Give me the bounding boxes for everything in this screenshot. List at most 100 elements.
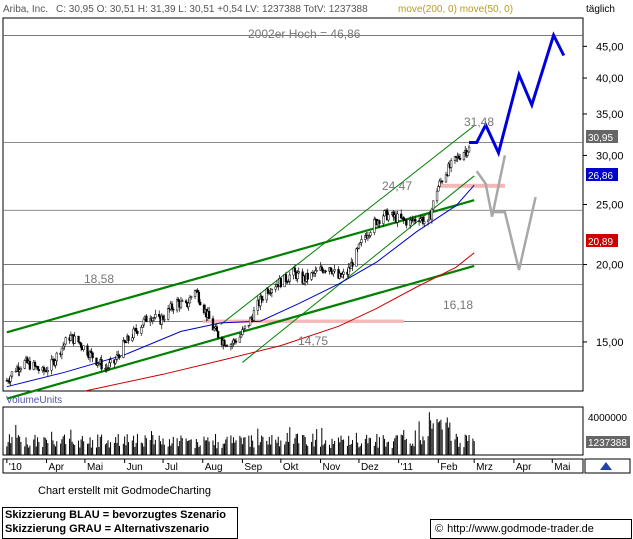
candle-body — [423, 221, 426, 224]
annotation-14-75: 14,75 — [298, 334, 328, 348]
ma50-price-label: 26,86 — [588, 171, 613, 182]
candle-body — [466, 151, 469, 156]
candle-body — [196, 290, 199, 293]
candle-body — [426, 219, 430, 222]
candle-body — [369, 232, 372, 236]
candle-body — [163, 319, 166, 321]
candle-body — [62, 345, 65, 349]
candle-body — [332, 270, 335, 275]
candle-body — [449, 160, 453, 168]
candle-body — [55, 352, 58, 362]
candle-body — [287, 280, 290, 283]
x-tick-label: '10 — [9, 462, 22, 473]
candle-body — [297, 271, 300, 274]
close-price-label: 30,95 — [588, 133, 613, 144]
x-tick-label: Okt — [283, 462, 299, 473]
candle-body — [8, 381, 11, 383]
scenario-grey-path-a — [475, 155, 507, 217]
scenario-blue-path — [469, 31, 566, 158]
candle-body — [17, 366, 20, 372]
candle-body — [315, 270, 318, 272]
candle-body — [405, 219, 408, 226]
y-tick-label: 15,00 — [596, 337, 624, 349]
candle-body — [158, 314, 161, 317]
candle-body — [438, 180, 441, 187]
candle-body — [14, 370, 17, 373]
ma200-line — [84, 252, 475, 392]
candle-body — [414, 218, 417, 222]
trend-line — [220, 125, 475, 325]
y-tick-label: 40,00 — [596, 73, 624, 85]
indicator-label: move(200, 0) move(50, 0) — [398, 4, 513, 15]
candle-body — [117, 354, 120, 356]
x-tick-label: Jul — [165, 462, 178, 473]
candle-body — [213, 328, 216, 331]
candle-body — [141, 324, 144, 328]
candle-body — [108, 362, 111, 368]
legend-grey: Skizzierung GRAU = Alternativszenario — [5, 523, 210, 535]
candle-body — [184, 300, 188, 303]
candle-body — [115, 354, 119, 360]
candle-body — [233, 339, 236, 342]
candle-body — [188, 297, 192, 304]
ma200-price-label: 20,89 — [588, 237, 613, 248]
volume-last-tag: 1237388 — [586, 436, 630, 449]
candle-body — [355, 248, 358, 267]
candle-body — [296, 272, 299, 279]
candle-body — [86, 345, 89, 356]
candle-body — [78, 341, 81, 344]
candle-body — [69, 335, 73, 341]
y-tick-label: 35,00 — [596, 109, 624, 121]
annotation-high-2002: 2002er Hoch = 46,86 — [248, 27, 361, 41]
scroll-icon[interactable] — [584, 458, 631, 474]
candle-body — [37, 369, 40, 371]
candle-body — [177, 299, 180, 302]
candle-body — [170, 303, 174, 310]
candle-body — [260, 296, 263, 300]
candle-body — [64, 337, 67, 345]
source-url[interactable]: http://www.godmode-trader.de — [447, 523, 594, 535]
candle-body — [329, 267, 332, 272]
candle-body — [33, 361, 37, 367]
candle-body — [259, 296, 262, 307]
candle-body — [265, 288, 268, 301]
candle-body — [234, 340, 238, 343]
candle-body — [26, 357, 29, 364]
candle-body — [435, 190, 439, 202]
y-tick-label: 25,00 — [596, 200, 624, 212]
candle-body — [347, 267, 350, 275]
x-tick-label: Apr — [516, 462, 532, 473]
candle-body — [457, 155, 460, 159]
candle-body — [60, 347, 64, 355]
candle-body — [288, 274, 291, 282]
candle-body — [223, 340, 226, 346]
candle-body — [9, 375, 12, 382]
candle-body — [6, 380, 10, 382]
source-link[interactable]: © http://www.godmode-trader.de — [430, 519, 632, 539]
candle-body — [444, 174, 448, 183]
candle-body — [82, 345, 85, 351]
candle-body — [356, 247, 359, 250]
candle-body — [123, 340, 126, 343]
candle-body — [396, 213, 399, 223]
candle-body — [378, 220, 381, 224]
annotation-18-58: 18,58 — [84, 272, 114, 286]
x-tick-label: Mai — [554, 462, 570, 473]
x-tick-label: Apr — [49, 462, 65, 473]
candle-body — [242, 327, 245, 330]
candle-body — [36, 366, 39, 370]
ma50-price-tag: 26,86 — [586, 168, 618, 182]
candle-body — [199, 301, 202, 306]
candle-body — [152, 317, 156, 319]
candle-body — [383, 210, 386, 217]
annotation-16-18: 16,18 — [443, 298, 473, 312]
candle-body — [252, 310, 256, 321]
candle-body — [131, 337, 134, 341]
candle-body — [225, 345, 229, 347]
candle-body — [243, 325, 247, 329]
candle-body — [179, 301, 183, 308]
candle-body — [366, 235, 370, 239]
candle-body — [382, 215, 385, 224]
candle-body — [417, 220, 421, 223]
